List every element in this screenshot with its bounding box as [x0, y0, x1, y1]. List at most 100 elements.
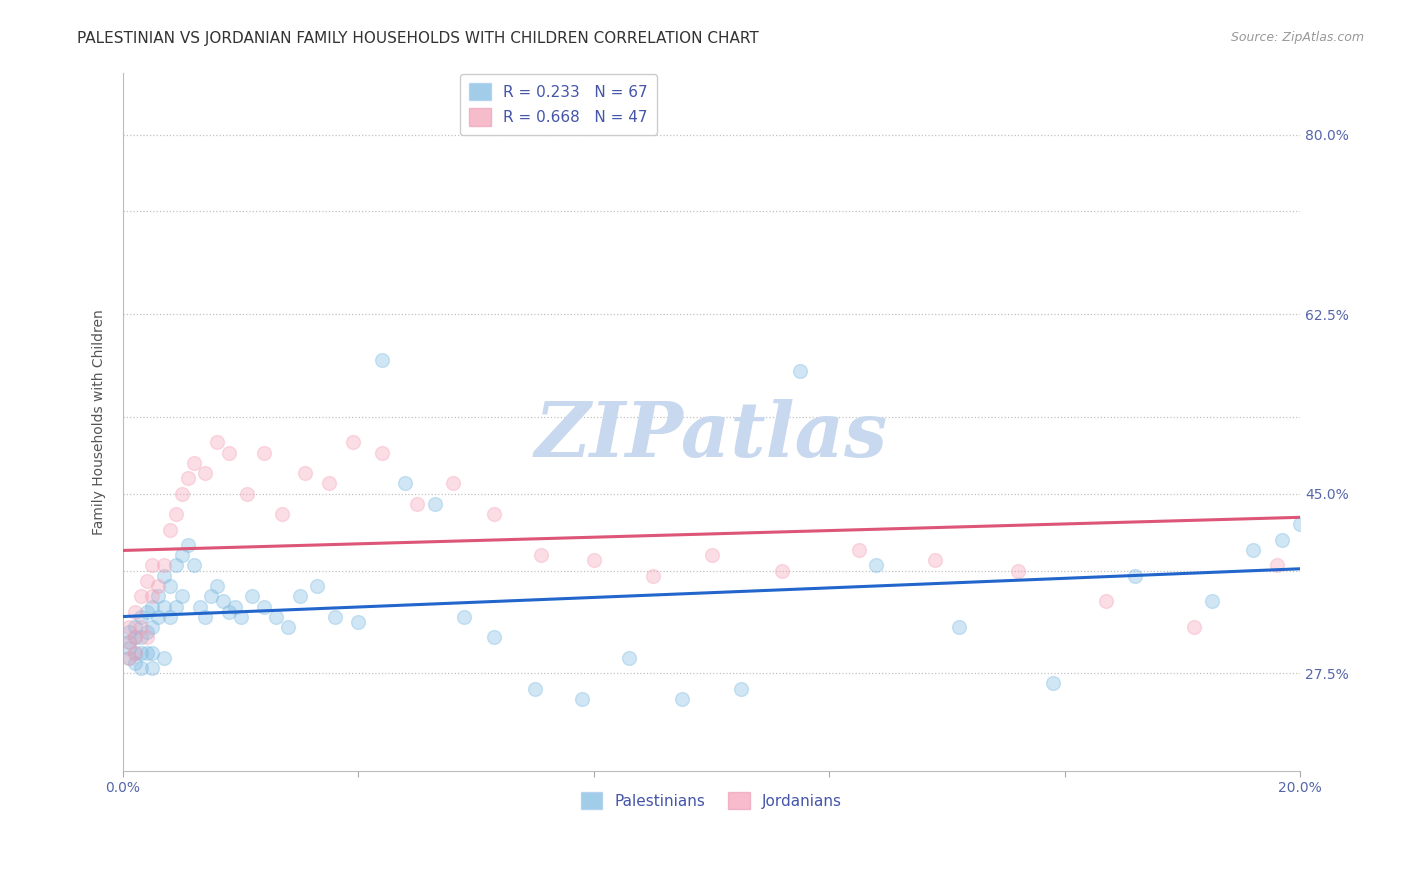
Point: [118, 650, 141, 665]
Point: [641, 568, 664, 582]
Point: [617, 650, 640, 665]
Point: [1376, 189, 1399, 203]
Point: [165, 599, 187, 614]
Point: [423, 497, 446, 511]
Point: [482, 630, 505, 644]
Point: [1265, 558, 1288, 573]
Point: [318, 476, 340, 491]
Point: [347, 615, 370, 629]
Point: [141, 558, 163, 573]
Point: [135, 574, 157, 588]
Point: [218, 605, 240, 619]
Point: [118, 650, 141, 665]
Point: [235, 486, 257, 500]
Point: [159, 523, 181, 537]
Point: [730, 681, 752, 696]
Point: [141, 599, 163, 614]
Point: [129, 620, 152, 634]
Point: [253, 599, 276, 614]
Point: [188, 599, 211, 614]
Point: [129, 630, 152, 644]
Point: [135, 625, 157, 640]
Point: [1095, 594, 1118, 608]
Point: [1271, 533, 1294, 547]
Point: [224, 599, 246, 614]
Point: [441, 476, 464, 491]
Point: [148, 609, 170, 624]
Point: [124, 620, 146, 634]
Point: [129, 589, 152, 603]
Point: [288, 589, 311, 603]
Point: [1289, 517, 1312, 532]
Point: [294, 466, 316, 480]
Point: [253, 445, 276, 459]
Point: [129, 646, 152, 660]
Point: [482, 507, 505, 521]
Point: [1348, 543, 1371, 558]
Point: [153, 599, 176, 614]
Point: [159, 579, 181, 593]
Point: [153, 558, 176, 573]
Point: [924, 553, 946, 567]
Point: [406, 497, 429, 511]
Point: [148, 589, 170, 603]
Point: [523, 681, 546, 696]
Point: [342, 435, 364, 450]
Point: [124, 630, 146, 644]
Point: [141, 620, 163, 634]
Point: [177, 471, 200, 485]
Point: [129, 661, 152, 675]
Point: [218, 445, 240, 459]
Point: [170, 486, 193, 500]
Point: [135, 646, 157, 660]
Point: [371, 353, 394, 368]
Point: [118, 625, 141, 640]
Point: [170, 589, 193, 603]
Point: [453, 609, 475, 624]
Point: [1241, 543, 1264, 558]
Point: [1007, 564, 1029, 578]
Point: [264, 609, 287, 624]
Point: [153, 568, 176, 582]
Point: [307, 579, 329, 593]
Point: [170, 548, 193, 562]
Point: [194, 609, 217, 624]
Point: [530, 548, 553, 562]
Point: [770, 564, 793, 578]
Point: [118, 620, 141, 634]
Point: [789, 363, 811, 377]
Point: [124, 656, 146, 670]
Point: [323, 609, 346, 624]
Point: [141, 589, 163, 603]
Point: [242, 589, 264, 603]
Point: [124, 646, 146, 660]
Point: [153, 650, 176, 665]
Point: [277, 620, 299, 634]
Point: [1182, 620, 1205, 634]
Point: [135, 630, 157, 644]
Point: [582, 553, 605, 567]
Point: [148, 579, 170, 593]
Point: [141, 661, 163, 675]
Point: [118, 640, 141, 655]
Point: [229, 609, 252, 624]
Point: [183, 558, 205, 573]
Point: [205, 435, 228, 450]
Point: [183, 456, 205, 470]
Point: [165, 558, 187, 573]
Legend: Palestinians, Jordanians: Palestinians, Jordanians: [575, 786, 848, 815]
Point: [124, 630, 146, 644]
Point: [141, 646, 163, 660]
Point: [165, 507, 187, 521]
Point: [177, 538, 200, 552]
Point: [200, 589, 222, 603]
Point: [671, 691, 693, 706]
Point: [124, 646, 146, 660]
Point: [124, 605, 146, 619]
Point: [212, 594, 235, 608]
Text: PALESTINIAN VS JORDANIAN FAMILY HOUSEHOLDS WITH CHILDREN CORRELATION CHART: PALESTINIAN VS JORDANIAN FAMILY HOUSEHOL…: [77, 31, 759, 46]
Point: [129, 609, 152, 624]
Point: [118, 635, 141, 649]
Point: [135, 605, 157, 619]
Point: [1123, 568, 1146, 582]
